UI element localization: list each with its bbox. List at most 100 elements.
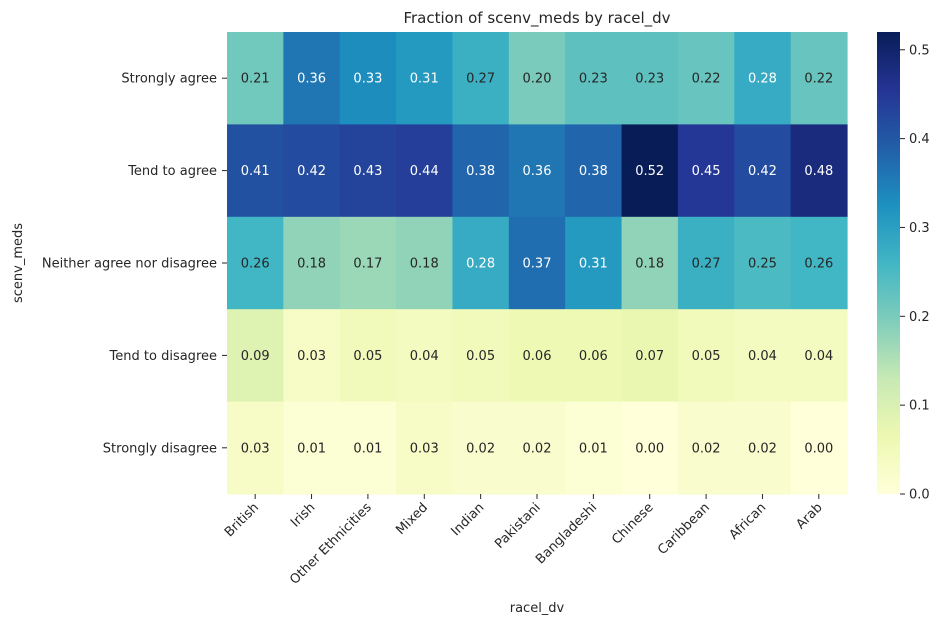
cell-value-label: 0.23 [579,72,608,87]
heatmap-cell [508,32,566,125]
x-tick-label: Chinese [609,500,656,547]
heatmap-cell [396,401,454,495]
cell-value-label: 0.18 [410,257,439,272]
heatmap-cell [339,401,397,495]
colorbar-tick-label: 0.3 [909,221,930,236]
heatmap-cell [677,216,735,310]
cell-value-label: 0.26 [804,257,833,272]
heatmap-cell [283,124,341,218]
heatmap-cell [508,124,566,218]
x-tick-label: Mixed [393,500,431,538]
heatmap-cell [452,309,510,403]
y-axis-label: scenv_meds [11,223,26,303]
heatmap-cell [283,401,341,495]
cell-value-label: 0.07 [635,349,664,364]
cell-value-label: 0.41 [241,164,270,179]
heatmap-cell [677,309,735,403]
heatmap-cell [283,32,341,125]
heatmap-cell [621,401,679,495]
heatmap-cell [396,32,454,125]
cell-value-label: 0.05 [466,349,495,364]
cell-value-label: 0.03 [297,349,326,364]
heatmap-cell [283,309,341,403]
heatmap-cell [734,124,792,218]
heatmap-cells [227,32,848,495]
cell-annotations: 0.21 0.36 0.33 0.31 0.27 0.20 0.23 0.23 0.22 0.28… [241,72,834,457]
heatmap-cell [565,32,623,125]
heatmap-cell [227,401,284,495]
colorbar-tick-label: 0.5 [909,43,930,58]
y-tick-label: Neither agree nor disagree [42,257,217,272]
y-tick-label: Strongly disagree [103,441,217,456]
cell-value-label: 0.00 [635,441,664,456]
colorbar-tick-label: 0.1 [909,399,930,414]
heatmap-cell [621,124,679,218]
x-tick-label: Arab [793,500,825,532]
cell-value-label: 0.20 [523,72,552,87]
cell-value-label: 0.21 [241,72,270,87]
heatmap-cell [621,32,679,125]
heatmap-cell [734,401,792,495]
heatmap-cell [677,32,735,125]
cell-value-label: 0.27 [692,257,721,272]
cell-value-label: 0.37 [523,257,552,272]
heatmap-cell [396,216,454,310]
heatmap-cell [734,309,792,403]
chart-title: Fraction of scenv_meds by racel_dv [403,9,670,28]
cell-value-label: 0.02 [748,441,777,456]
cell-value-label: 0.43 [353,164,382,179]
cell-value-label: 0.02 [692,441,721,456]
cell-value-label: 0.01 [297,441,326,456]
cell-value-label: 0.22 [692,72,721,87]
heatmap-cell [227,216,284,310]
heatmap-cell [227,124,284,218]
heatmap-cell [565,309,623,403]
colorbar-tick-label: 0.0 [909,488,930,503]
cell-value-label: 0.01 [579,441,608,456]
heatmap-cell [452,216,510,310]
x-axis-label: racel_dv [510,601,565,616]
heatmap-cell [790,309,848,403]
colorbar-gradient [877,32,900,494]
cell-value-label: 0.28 [466,257,495,272]
cell-value-label: 0.42 [297,164,326,179]
heatmap-cell [621,309,679,403]
cell-value-label: 0.42 [748,164,777,179]
cell-value-label: 0.06 [523,349,552,364]
cell-value-label: 0.03 [241,441,270,456]
cell-value-label: 0.38 [466,164,495,179]
cell-value-label: 0.23 [635,72,664,87]
heatmap-cell [339,32,397,125]
cell-value-label: 0.36 [523,164,552,179]
heatmap-cell [452,32,510,125]
cell-value-label: 0.28 [748,72,777,87]
heatmap-cell [452,124,510,218]
y-tick-label: Tend to agree [127,164,217,179]
x-tick-label: African [727,500,770,543]
heatmap-cell [227,309,284,403]
cell-value-label: 0.27 [466,72,495,87]
heatmap-cell [790,401,848,495]
heatmap-cell [339,309,397,403]
cell-value-label: 0.25 [748,257,777,272]
heatmap-cell [621,216,679,310]
cell-value-label: 0.52 [635,164,664,179]
cell-value-label: 0.05 [353,349,382,364]
heatmap-cell [790,124,848,218]
cell-value-label: 0.31 [410,72,439,87]
heatmap-cell [734,216,792,310]
cell-value-label: 0.31 [579,257,608,272]
heatmap-cell [677,401,735,495]
heatmap-cell [790,32,848,125]
heatmap-cell [396,124,454,218]
cell-value-label: 0.45 [692,164,721,179]
cell-value-label: 0.04 [748,349,777,364]
cell-value-label: 0.17 [353,257,382,272]
y-tick-label: Tend to disagree [109,349,217,364]
heatmap-cell [227,32,284,125]
cell-value-label: 0.01 [353,441,382,456]
cell-value-label: 0.06 [579,349,608,364]
colorbar-ticks: 0.0 0.1 0.2 0.3 0.4 0.5 [900,43,930,503]
y-tick-label: Strongly agree [121,72,217,87]
